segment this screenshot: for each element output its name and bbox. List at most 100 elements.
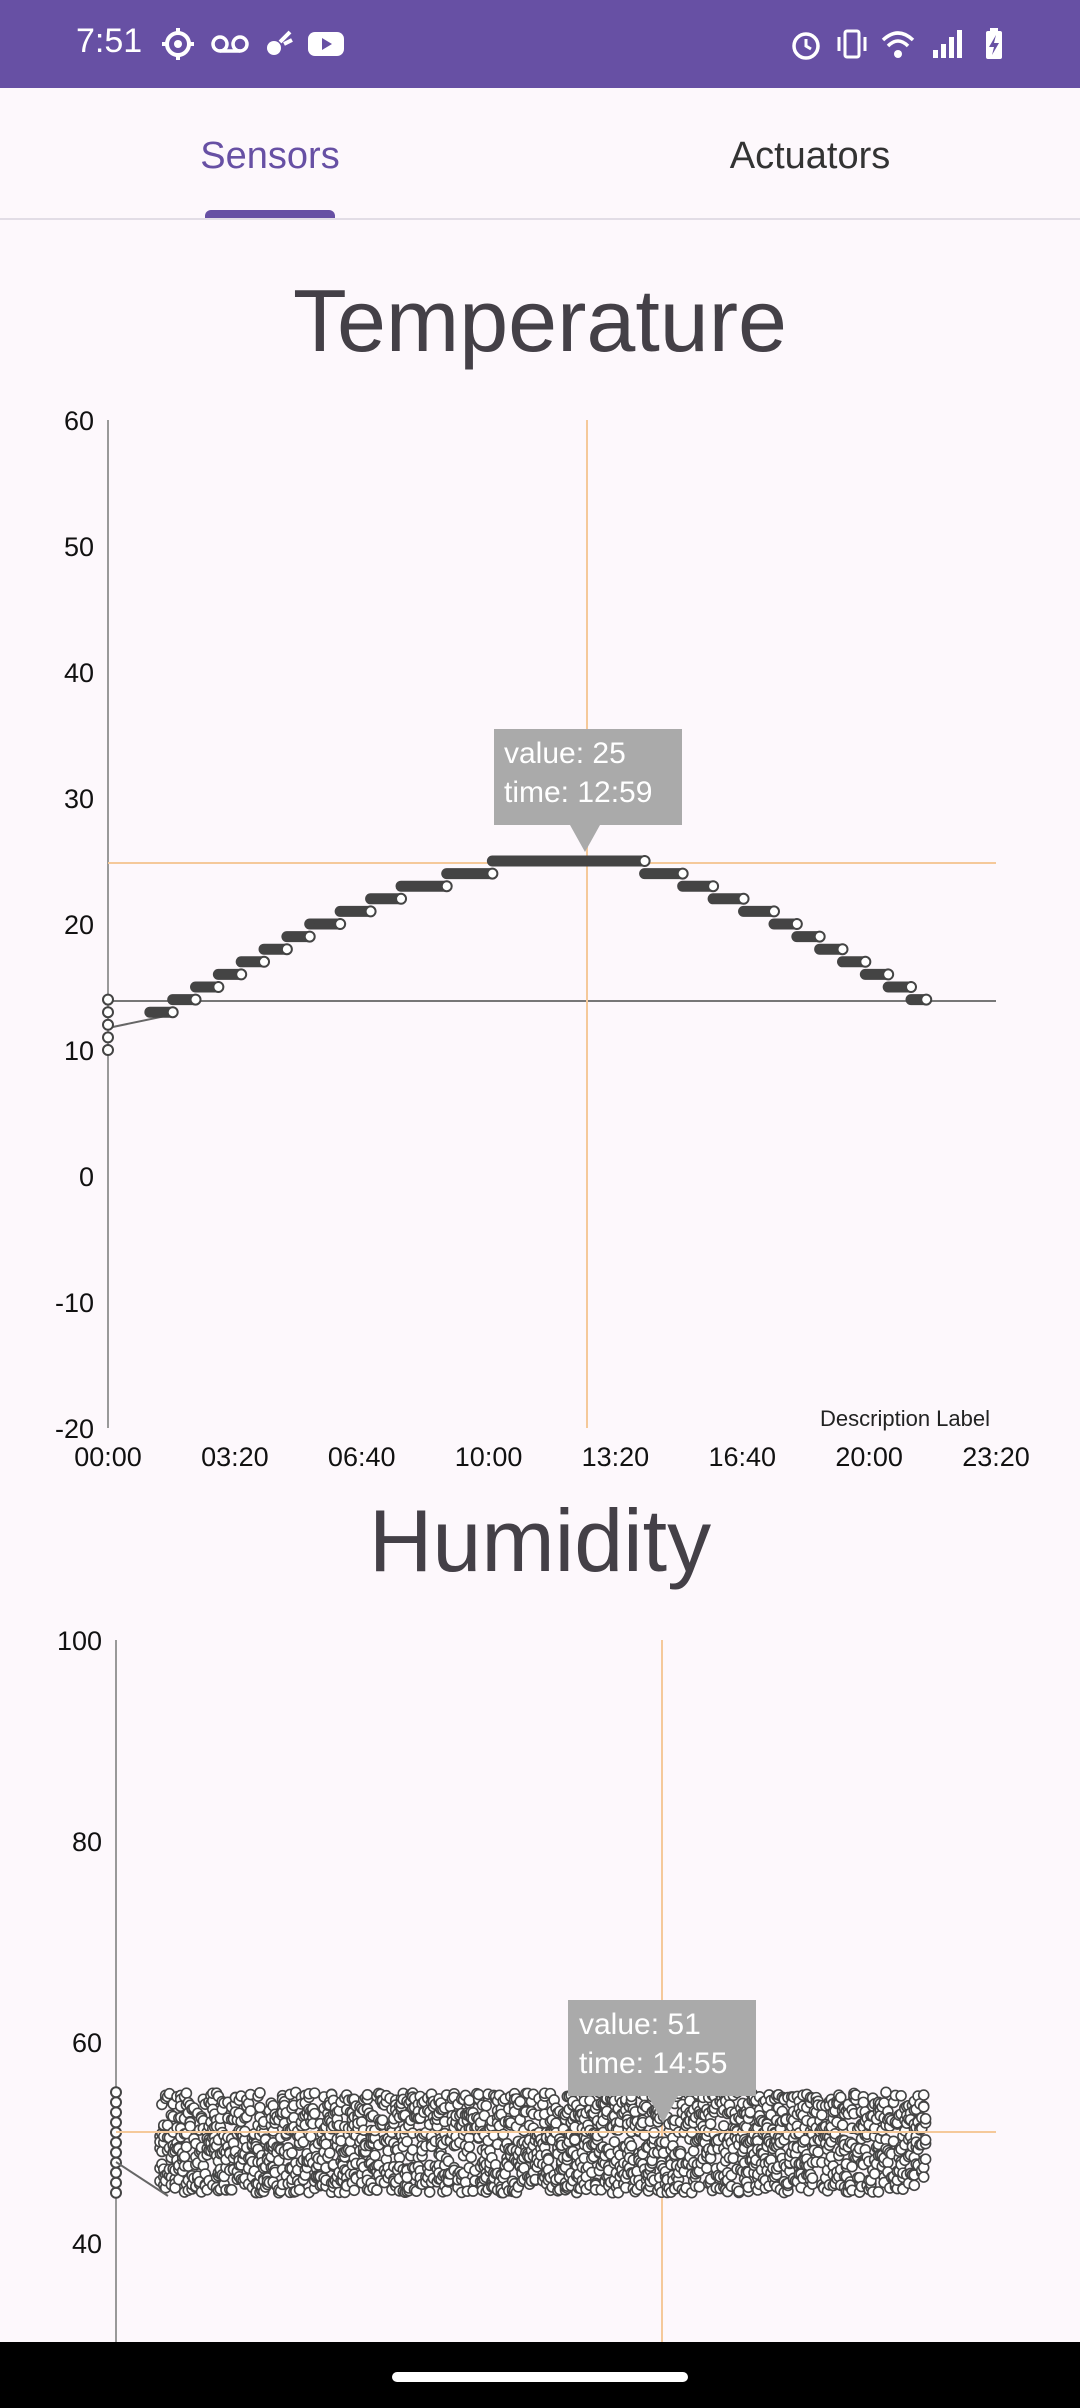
temperature-y-tick-label: 20 (64, 910, 94, 940)
humidity-data-point (293, 2183, 306, 2196)
wifi-icon (880, 26, 916, 62)
humidity-y-tick-label: 40 (72, 2229, 102, 2259)
temperature-data-point (102, 1044, 114, 1056)
temperature-data-point (883, 982, 894, 992)
humidity-data-point (836, 2119, 849, 2131)
humidity-data-point (917, 2101, 930, 2113)
temperature-data-point (167, 994, 178, 1005)
temperature-tooltip-time: time: 12:59 (504, 776, 652, 809)
temperature-data-point (365, 893, 376, 904)
temperature-description: Description Label (820, 1406, 990, 1431)
temperature-data-point (236, 956, 247, 967)
temperature-y-tick-label: 30 (64, 784, 94, 814)
temperature-data-point (303, 930, 316, 943)
temperature-data-point (304, 919, 315, 929)
temperature-data-point (814, 944, 825, 955)
temperature-data-point (102, 1018, 114, 1031)
humidity-data-point (308, 2087, 321, 2099)
temperature-data-point (837, 956, 848, 967)
humidity-data-point (480, 2099, 493, 2112)
humidity-data-point (693, 2180, 706, 2193)
temperature-chart[interactable]: 60 50 40 30 20 10 0 -10 -20 00:00 03:20 06:40 10:00… (0, 400, 1080, 1480)
temperature-y-tick-label: -10 (55, 1288, 94, 1318)
humidity-data-point (806, 2172, 819, 2184)
humidity-y-tick-label: 80 (72, 1827, 102, 1857)
temperature-data-point (281, 931, 292, 942)
humidity-data-point (463, 2141, 476, 2153)
humidity-tooltip-value: value: 51 (579, 2008, 701, 2041)
temperature-x-tick-label: 20:00 (835, 1442, 903, 1472)
tab-actuators[interactable]: Actuators (729, 135, 891, 177)
temperature-x-tick-label: 00:00 (74, 1442, 142, 1472)
humidity-data-point (467, 2185, 479, 2197)
temperature-data-point (441, 868, 452, 879)
humidity-data-point (701, 2162, 713, 2174)
temperature-data-point (364, 905, 377, 918)
temperature-data-point (102, 1006, 114, 1019)
humidity-data-point (110, 2166, 122, 2179)
humidity-data-point (348, 2184, 361, 2197)
humidity-data-point (687, 2145, 700, 2157)
temperature-y-tick-label: 50 (64, 532, 94, 562)
battery-charging-icon (976, 26, 1012, 62)
temperature-title: Temperature (292, 271, 787, 370)
temperature-data-point (190, 982, 201, 992)
humidity-data-point (110, 2116, 122, 2129)
temperature-data-point (882, 968, 895, 981)
humidity-data-point (308, 2107, 321, 2120)
humidity-data-point (180, 2087, 193, 2099)
temperature-data-point (790, 918, 803, 930)
humidity-data-point (184, 2120, 196, 2133)
temperature-x-tick-label: 23:20 (962, 1442, 1030, 1472)
temperature-data-point (906, 994, 917, 1005)
humidity-data-point (733, 2185, 745, 2198)
humidity-data-point (286, 2147, 298, 2159)
settings-icon (160, 26, 196, 62)
temperature-data-point (440, 880, 453, 893)
humidity-data-point (917, 2089, 930, 2101)
humidity-title: Humidity (368, 1491, 712, 1590)
humidity-tooltip-time: time: 14:55 (579, 2047, 727, 2080)
humidity-data-point (110, 2146, 122, 2159)
humidity-data-point (178, 2150, 191, 2163)
status-time: 7:51 (76, 22, 143, 60)
temperature-data-point (769, 919, 779, 929)
humidity-chart[interactable]: 100 80 60 40 value: 51 time: 14:55 (0, 1620, 1080, 2342)
humidity-tooltip: value: 51 time: 14:55 (568, 2000, 756, 2123)
temperature-tooltip: value: 25 time: 12:59 (494, 729, 682, 852)
temperature-data-point (166, 1006, 179, 1019)
temperature-data-point (258, 955, 271, 968)
humidity-data-point (323, 2147, 336, 2159)
humidity-data-point (110, 2086, 122, 2099)
temperature-y-tick-label: -20 (55, 1414, 94, 1444)
temperature-data-point (737, 892, 750, 905)
humidity-data-point (254, 2101, 266, 2114)
humidity-data-point (625, 2140, 638, 2152)
humidity-data-point (919, 2113, 932, 2125)
temperature-data-point (396, 881, 407, 892)
tab-sensors[interactable]: Sensors (200, 135, 340, 177)
humidity-data-point (297, 2136, 310, 2148)
humidity-data-point (917, 2171, 930, 2183)
humidity-data-point (718, 2120, 730, 2132)
temperature-data-point (334, 918, 347, 930)
temperature-data-point (677, 881, 688, 892)
humidity-data-point (254, 2086, 266, 2099)
temperature-data-point (486, 867, 499, 880)
humidity-data-point (895, 2090, 907, 2102)
alarm-icon (788, 26, 824, 62)
humidity-data-point (514, 2095, 526, 2108)
humidity-data-point (244, 2105, 257, 2117)
temperature-data-point (259, 944, 270, 955)
youtube-icon (306, 26, 346, 62)
humidity-data-point (704, 2118, 717, 2130)
temperature-data-point (920, 993, 933, 1006)
temperature-data-point (738, 906, 749, 917)
home-gesture-handle[interactable] (392, 2372, 688, 2382)
humidity-data-point (857, 2096, 870, 2109)
humidity-y-tick-label: 100 (57, 1626, 102, 1656)
temperature-data-point (144, 1007, 155, 1018)
tab-indicator (205, 210, 335, 218)
status-bar: 7:51 (0, 0, 1080, 88)
humidity-data-point (887, 2135, 900, 2148)
